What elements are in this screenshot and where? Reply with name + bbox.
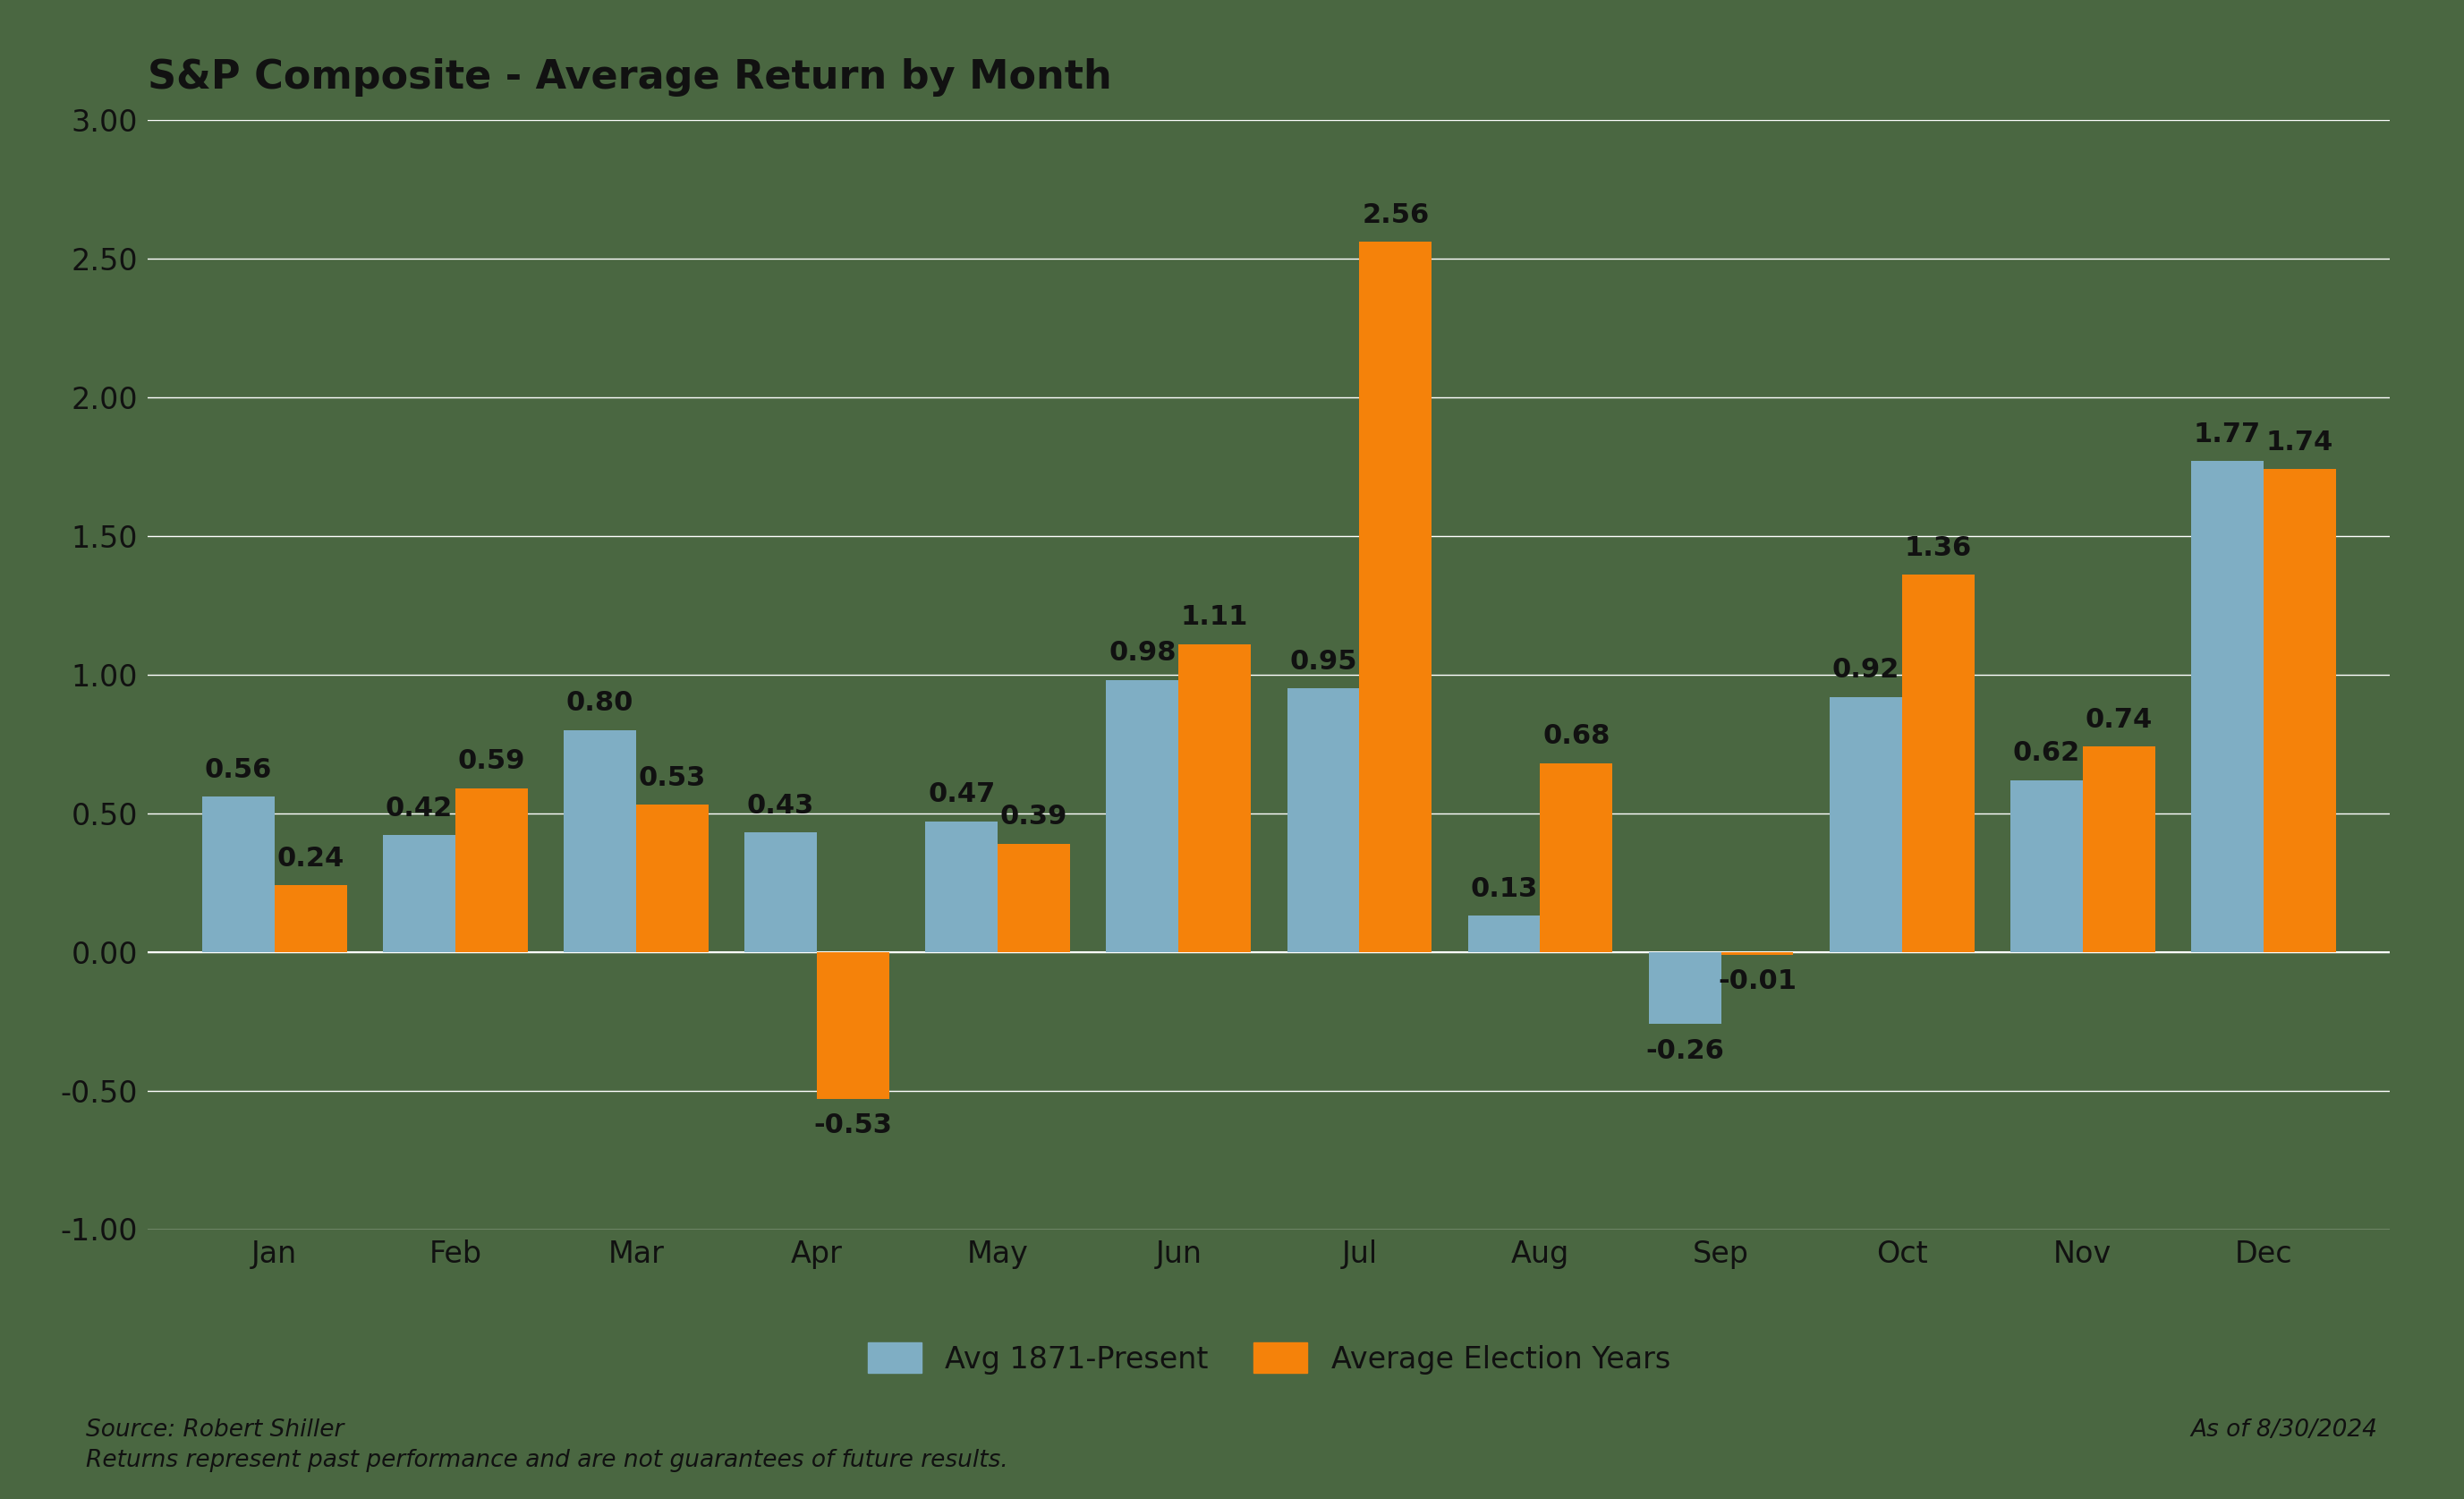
- Text: 0.47: 0.47: [929, 781, 995, 808]
- Text: 0.24: 0.24: [276, 845, 345, 871]
- Text: 0.68: 0.68: [1542, 724, 1609, 750]
- Text: 0.53: 0.53: [638, 764, 705, 791]
- Text: 2.56: 2.56: [1363, 202, 1429, 228]
- Text: 0.39: 0.39: [1000, 803, 1067, 830]
- Bar: [1360, 241, 1432, 952]
- Text: -0.01: -0.01: [1717, 968, 1796, 994]
- Text: 1.11: 1.11: [1180, 604, 1249, 630]
- Text: 0.92: 0.92: [1831, 657, 1900, 684]
- Legend: Avg 1871-Present, Average Election Years: Avg 1871-Present, Average Election Years: [855, 1331, 1683, 1387]
- Bar: [2011, 779, 2082, 952]
- Text: 0.13: 0.13: [1471, 875, 1538, 902]
- Bar: [818, 952, 890, 1099]
- Text: S&P Composite - Average Return by Month: S&P Composite - Average Return by Month: [148, 58, 1111, 97]
- Text: 1.74: 1.74: [2267, 430, 2333, 456]
- Bar: [998, 844, 1069, 952]
- Bar: [2264, 469, 2336, 952]
- Bar: [1648, 952, 1720, 1024]
- Text: -0.53: -0.53: [813, 1112, 892, 1139]
- Bar: [274, 886, 347, 952]
- Bar: [926, 821, 998, 952]
- Bar: [1720, 952, 1794, 955]
- Bar: [1902, 574, 1974, 952]
- Text: 0.42: 0.42: [384, 796, 453, 821]
- Text: 0.98: 0.98: [1109, 640, 1175, 666]
- Text: -0.26: -0.26: [1646, 1037, 1725, 1064]
- Text: 0.74: 0.74: [2085, 708, 2154, 733]
- Bar: [1540, 763, 1611, 952]
- Text: 0.56: 0.56: [205, 757, 271, 782]
- Bar: [2190, 462, 2264, 952]
- Bar: [636, 805, 710, 952]
- Bar: [744, 832, 818, 952]
- Bar: [1469, 916, 1540, 952]
- Text: 1.77: 1.77: [2193, 421, 2262, 447]
- Text: 1.36: 1.36: [1905, 535, 1971, 561]
- Bar: [456, 788, 527, 952]
- Text: Source: Robert Shiller: Source: Robert Shiller: [86, 1418, 345, 1442]
- Bar: [1106, 681, 1178, 952]
- Text: 0.43: 0.43: [747, 793, 816, 818]
- Bar: [382, 835, 456, 952]
- Text: 0.80: 0.80: [567, 690, 633, 717]
- Bar: [2082, 747, 2156, 952]
- Text: 0.95: 0.95: [1289, 649, 1358, 675]
- Bar: [202, 796, 274, 952]
- Text: 0.59: 0.59: [458, 748, 525, 775]
- Text: 0.62: 0.62: [2013, 741, 2080, 766]
- Text: As of 8/30/2024: As of 8/30/2024: [2190, 1418, 2378, 1442]
- Bar: [1286, 688, 1360, 952]
- Bar: [1831, 697, 1902, 952]
- Bar: [564, 730, 636, 952]
- Bar: [1178, 645, 1252, 952]
- Text: Returns represent past performance and are not guarantees of future results.: Returns represent past performance and a…: [86, 1448, 1008, 1472]
